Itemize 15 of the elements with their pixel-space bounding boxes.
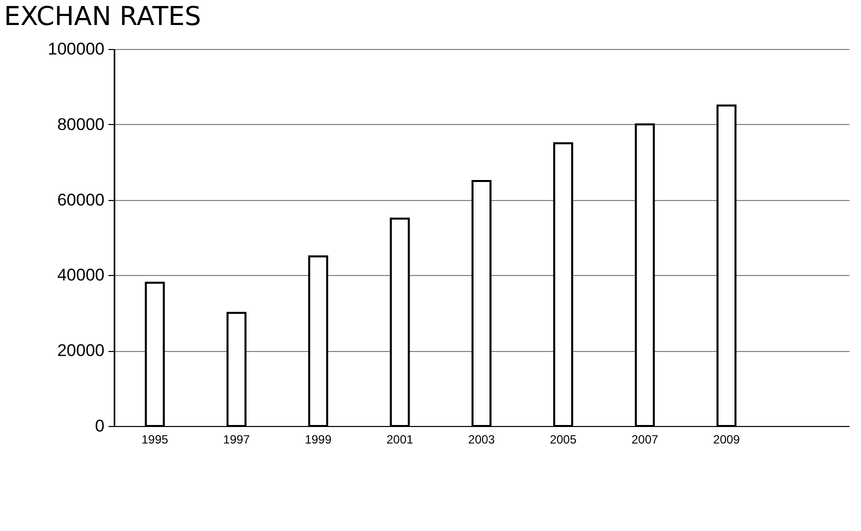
y-tick-label: 60000 [57,190,104,210]
x-tick-label: 1995 [141,432,169,446]
y-tick-label: 100000 [48,40,104,58]
y-tick-label: 80000 [57,114,104,134]
x-tick-label: 1999 [304,432,332,446]
x-tick-label: 2001 [386,432,414,446]
chart-title: EXCHAN RATES [4,2,202,32]
y-tick-label: 40000 [57,266,104,285]
x-tick-label: 2007 [631,432,659,446]
x-tick-label: 2009 [713,432,740,446]
x-tick-label: 2005 [550,432,577,446]
y-tick-label: 20000 [57,341,104,360]
x-tick-label: 2003 [468,432,496,446]
y-tick-label: 0 [95,416,104,436]
x-tick-label: 1997 [223,432,250,446]
